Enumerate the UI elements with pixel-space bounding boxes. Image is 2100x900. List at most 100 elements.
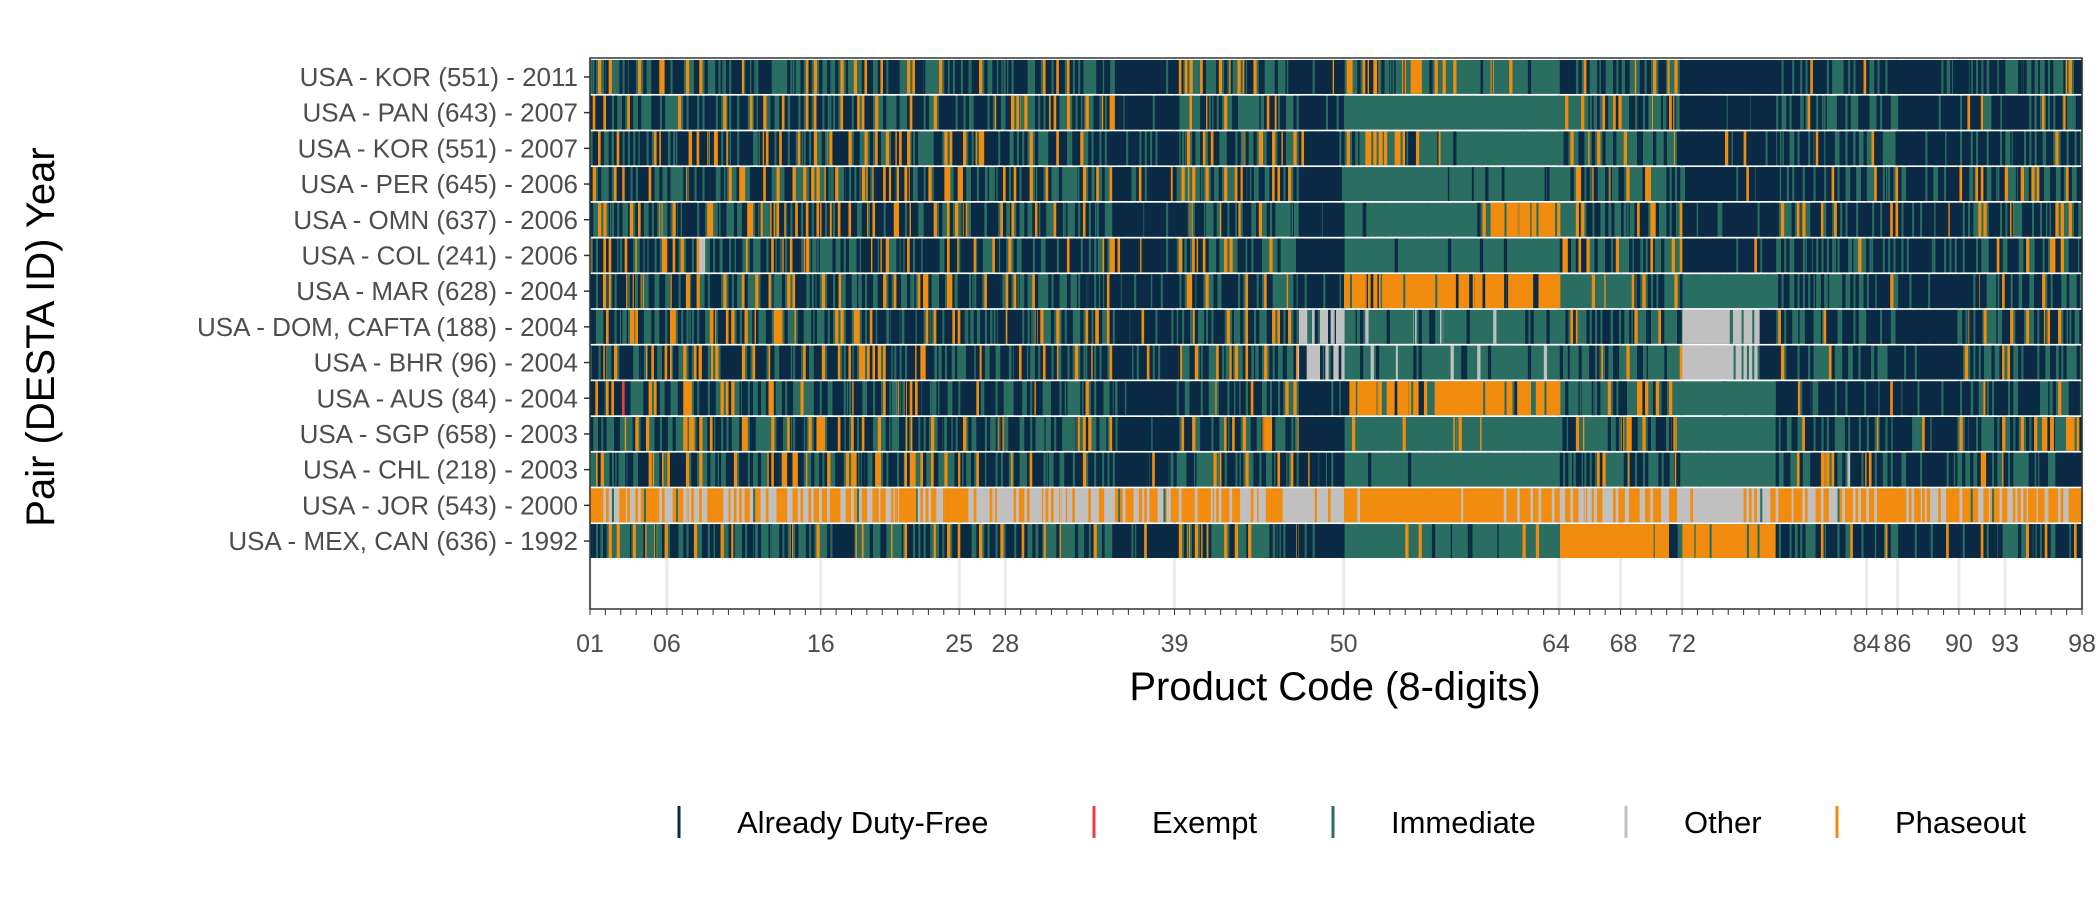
- heatmap-cell: [1170, 381, 1175, 416]
- heatmap-cell: [2058, 309, 2062, 344]
- heatmap-cell: [1301, 95, 1305, 130]
- heatmap-cell: [1383, 131, 1388, 166]
- heatmap-cell: [1866, 309, 1870, 344]
- heatmap-cell: [840, 202, 844, 237]
- heatmap-cell: [1743, 131, 1747, 166]
- heatmap-cell: [2068, 309, 2070, 344]
- heatmap-cell: [1328, 202, 1332, 237]
- heatmap-cell: [765, 60, 770, 94]
- heatmap-cell: [1658, 60, 1662, 94]
- heatmap-cell: [1697, 309, 1699, 344]
- heatmap-cell: [859, 452, 861, 487]
- heatmap-cell: [1887, 381, 1891, 416]
- heatmap-cell: [1650, 238, 1654, 273]
- heatmap-cell: [1940, 202, 1945, 237]
- heatmap-cell: [1780, 345, 1785, 380]
- heatmap-cell: [797, 345, 802, 380]
- heatmap-cell: [835, 417, 839, 451]
- heatmap-cell: [1221, 274, 1225, 309]
- heatmap-cell: [1691, 131, 1693, 166]
- heatmap-cell: [1146, 60, 1151, 94]
- heatmap-cell: [1713, 274, 1716, 309]
- heatmap-cell: [1125, 238, 1129, 273]
- heatmap-cell: [1010, 452, 1015, 487]
- heatmap-cell: [715, 238, 719, 273]
- heatmap-cell: [1592, 167, 1594, 201]
- heatmap-cell: [1471, 167, 1476, 201]
- heatmap-cell: [2076, 95, 2080, 130]
- heatmap-cell: [1772, 345, 1777, 380]
- heatmap-cell: [1269, 417, 1273, 451]
- heatmap-cell: [1482, 167, 1484, 201]
- heatmap-cell: [1807, 417, 1811, 451]
- heatmap-cell: [780, 452, 782, 487]
- heatmap-cell: [1932, 60, 1937, 94]
- heatmap-cell: [1394, 60, 1396, 94]
- heatmap-cell: [636, 167, 638, 201]
- heatmap-cell: [1875, 274, 1877, 309]
- heatmap-cell: [1554, 381, 1558, 416]
- heatmap-cell: [628, 345, 631, 380]
- heatmap-cell: [1927, 95, 1931, 130]
- heatmap-cell: [976, 345, 980, 380]
- heatmap-cell: [707, 131, 710, 166]
- heatmap-cell: [669, 345, 674, 380]
- heatmap-cell: [1903, 95, 1907, 130]
- heatmap-cell: [1530, 274, 1534, 309]
- heatmap-cell: [1469, 381, 1473, 416]
- heatmap-cell: [951, 345, 954, 380]
- heatmap-cell: [896, 60, 900, 94]
- heatmap-cell: [827, 60, 831, 94]
- heatmap-cell: [928, 274, 932, 309]
- heatmap-cell: [1770, 131, 1774, 166]
- heatmap-cell: [2023, 274, 2027, 309]
- heatmap-cell: [1133, 309, 1137, 344]
- heatmap-cell: [1759, 202, 1763, 237]
- heatmap-cell: [827, 274, 831, 309]
- heatmap-cell: [1298, 274, 1302, 309]
- heatmap-cell: [1136, 60, 1140, 94]
- heatmap-cell: [1200, 131, 1204, 166]
- heatmap-cell: [1730, 167, 1734, 201]
- heatmap-cell: [1265, 417, 1268, 451]
- heatmap-cell: [1970, 417, 1974, 451]
- heatmap-cell: [1711, 131, 1715, 166]
- heatmap-cell: [1711, 60, 1715, 94]
- heatmap-cell: [1964, 238, 1969, 273]
- heatmap-cell: [2068, 417, 2072, 451]
- heatmap-cell: [1829, 95, 1831, 130]
- heatmap-cell: [1509, 202, 1513, 237]
- heatmap-cell: [1647, 167, 1651, 201]
- heatmap-cell: [1671, 167, 1675, 201]
- heatmap-cell: [2026, 274, 2030, 309]
- heatmap-cell: [1634, 309, 1638, 344]
- heatmap-cell: [1368, 417, 1371, 451]
- heatmap-cell: [1053, 60, 1057, 94]
- heatmap-cell: [961, 202, 963, 237]
- heatmap-cell: [744, 381, 748, 416]
- heatmap-cell: [1948, 345, 1953, 380]
- heatmap-cell: [1120, 238, 1122, 273]
- heatmap-cell: [1661, 417, 1665, 451]
- heatmap-cell: [1959, 167, 1963, 201]
- heatmap-cell: [1120, 60, 1124, 94]
- heatmap-cell: [1599, 452, 1604, 487]
- heatmap-cell: [1021, 238, 1025, 273]
- heatmap-cell: [1706, 238, 1710, 273]
- heatmap-cell: [1034, 345, 1039, 380]
- heatmap-cell: [1152, 238, 1156, 273]
- heatmap-cell: [629, 452, 634, 487]
- heatmap-cell: [1232, 381, 1236, 416]
- heatmap-cell: [1834, 238, 1836, 273]
- heatmap-cell: [957, 417, 961, 451]
- heatmap-cell: [701, 309, 706, 344]
- heatmap-cell: [1144, 452, 1148, 487]
- heatmap-cell: [1828, 60, 1833, 94]
- heatmap-cell: [1008, 309, 1012, 344]
- heatmap-cell: [1671, 202, 1675, 237]
- heatmap-cell: [984, 202, 986, 237]
- heatmap-cell: [637, 95, 642, 130]
- heatmap-cell: [1025, 238, 1027, 273]
- heatmap-cell: [1246, 167, 1248, 201]
- heatmap-cell: [1756, 238, 1761, 273]
